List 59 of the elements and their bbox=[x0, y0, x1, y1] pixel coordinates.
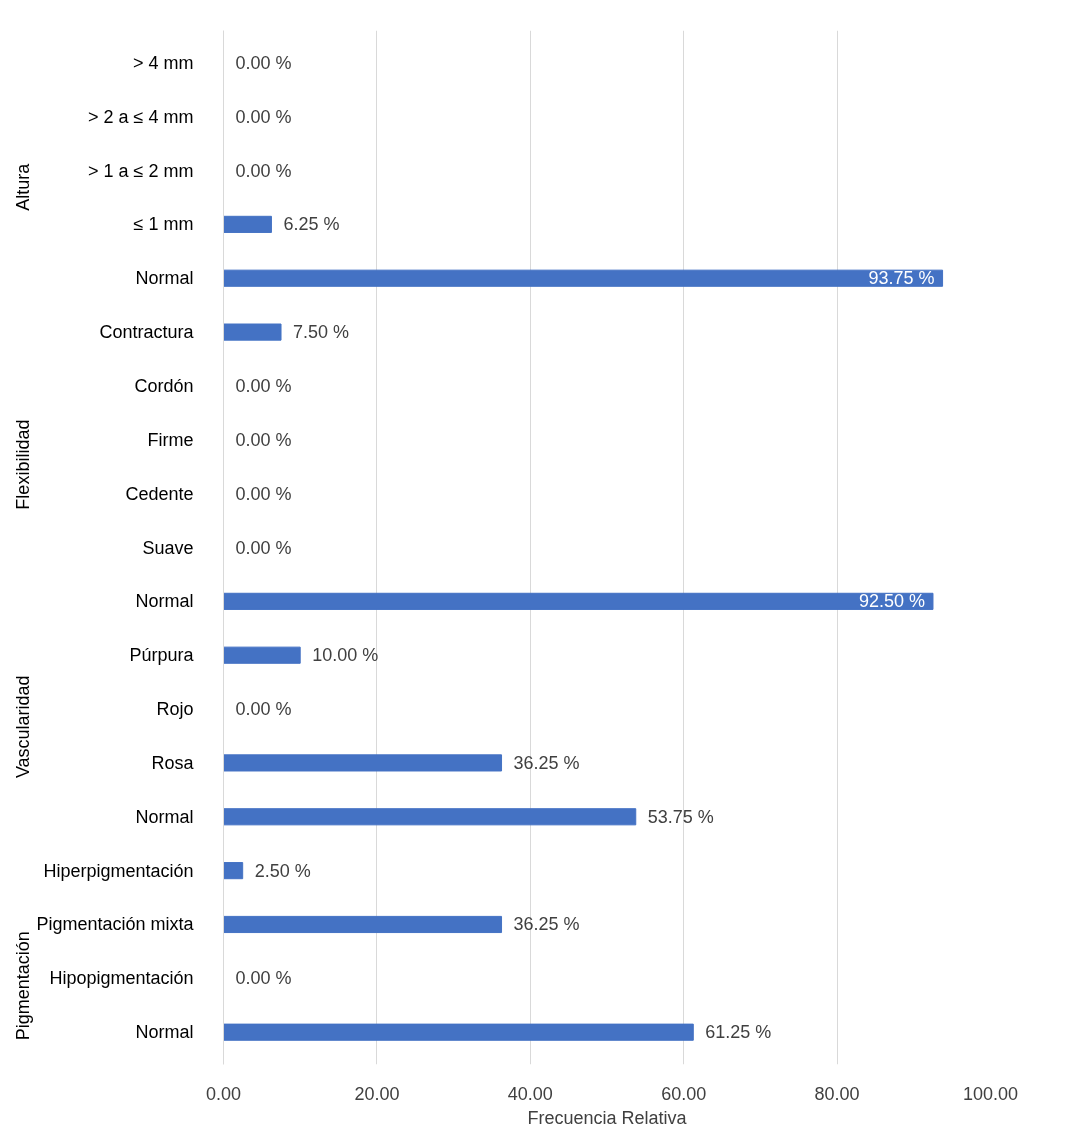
data-label: 0.00 % bbox=[235, 537, 292, 558]
y-tick-label: ≤ 1 mm bbox=[133, 214, 194, 235]
y-tick-label: > 2 a ≤ 4 mm bbox=[88, 106, 194, 127]
text: Altura bbox=[13, 162, 34, 211]
data-label: 93.75 % bbox=[868, 268, 935, 289]
x-tick-label: 40.00 bbox=[507, 1083, 553, 1104]
data-label: 36.25 % bbox=[513, 914, 580, 935]
data-label: 7.50 % bbox=[293, 322, 350, 343]
data-label: 0.00 % bbox=[235, 52, 292, 73]
y-tick-label: Rojo bbox=[156, 699, 194, 720]
data-label: 61.25 % bbox=[705, 1022, 772, 1043]
data-label: 10.00 % bbox=[312, 645, 379, 666]
y-tick-label: Hiperpigmentación bbox=[43, 860, 194, 881]
data-label: 0.00 % bbox=[235, 699, 292, 720]
y-tick-label: Normal bbox=[135, 268, 194, 289]
y-tick-label: Cedente bbox=[125, 483, 194, 504]
y-tick-label: Rosa bbox=[151, 752, 195, 773]
y-tick-label: Suave bbox=[142, 537, 194, 558]
y-tick-label: Pigmentación mixta bbox=[36, 914, 195, 935]
bar bbox=[223, 592, 934, 610]
y-tick-label: > 4 mm bbox=[132, 52, 194, 73]
data-label: 0.00 % bbox=[235, 483, 292, 504]
x-tick-label: 0.00 bbox=[205, 1083, 242, 1104]
bar bbox=[223, 646, 301, 664]
y-tick-label: > 1 a ≤ 2 mm bbox=[88, 160, 194, 181]
bar bbox=[223, 1023, 694, 1041]
bar bbox=[223, 915, 503, 934]
y-tick-label: Normal bbox=[135, 1022, 194, 1043]
data-label: 2.50 % bbox=[254, 860, 311, 881]
y-tick-label: Hipopigmentación bbox=[49, 968, 194, 989]
bar bbox=[223, 323, 282, 341]
bar bbox=[223, 808, 637, 826]
y-tick-label: Normal bbox=[135, 806, 194, 827]
data-label: 0.00 % bbox=[235, 968, 292, 989]
y-tick-label: Cordón bbox=[134, 375, 194, 396]
x-tick-label: 20.00 bbox=[354, 1083, 400, 1104]
data-label: 6.25 % bbox=[283, 214, 340, 235]
bar bbox=[223, 269, 944, 287]
x-axis-title: Frecuencia Relativa bbox=[527, 1107, 688, 1128]
text: Pigmentación bbox=[13, 931, 34, 1041]
data-label: 36.25 % bbox=[513, 752, 580, 773]
data-label: 92.50 % bbox=[858, 591, 925, 612]
x-tick-label: 80.00 bbox=[814, 1083, 860, 1104]
y-tick-label: Contractura bbox=[99, 322, 195, 343]
y-tick-label: Firme bbox=[147, 429, 194, 450]
bar bbox=[223, 862, 244, 880]
bar bbox=[223, 215, 272, 233]
data-label: 0.00 % bbox=[235, 375, 292, 396]
y-tick-label: Púrpura bbox=[129, 645, 195, 666]
data-label: 0.00 % bbox=[235, 106, 292, 127]
text: Flexibilidad bbox=[13, 419, 34, 510]
data-label: 0.00 % bbox=[235, 429, 292, 450]
x-tick-label: 60.00 bbox=[661, 1083, 707, 1104]
text: Vascularidad bbox=[13, 675, 34, 779]
x-tick-label: 100.00 bbox=[962, 1083, 1019, 1104]
bar bbox=[223, 754, 503, 772]
y-tick-label: Normal bbox=[135, 591, 194, 612]
data-label: 53.75 % bbox=[647, 806, 714, 827]
data-label: 0.00 % bbox=[235, 160, 292, 181]
